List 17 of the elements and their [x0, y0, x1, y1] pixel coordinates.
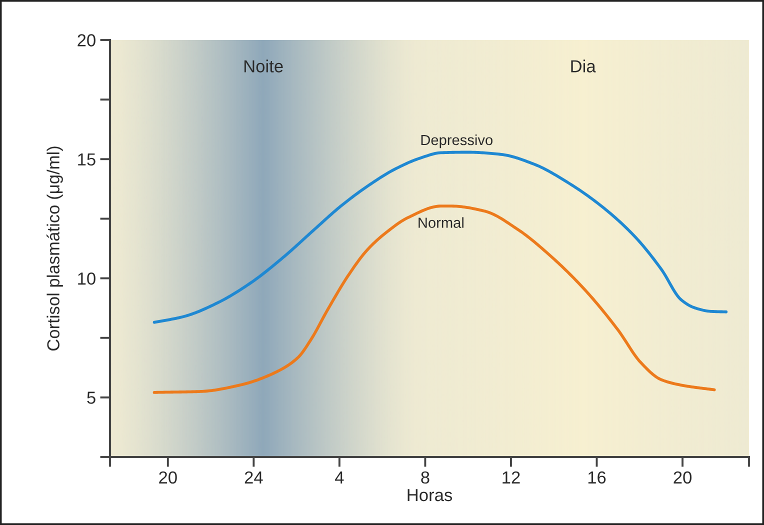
x-tick-label: 8 [421, 471, 430, 484]
band-label: Dia [571, 60, 596, 72]
y-tick-label: 20 [78, 34, 96, 46]
x-axis-title: Horas [408, 489, 452, 502]
series-label: Depressivo [421, 134, 492, 148]
x-tick-label: 20 [159, 471, 177, 484]
x-tick-label: 16 [588, 471, 606, 484]
x-tick-label: 20 [674, 471, 692, 484]
y-tick-label: 5 [87, 392, 96, 404]
y-tick-label: 15 [78, 153, 96, 166]
band-label: Noite [244, 60, 283, 72]
series-label: Normal [418, 217, 464, 228]
x-tick-label: 4 [335, 472, 344, 484]
x-tick-label: 24 [244, 471, 263, 484]
y-axis-title: Cortisol plasmático (μg/ml) [46, 146, 63, 351]
y-tick-label: 10 [78, 272, 96, 285]
x-tick-label: 12 [502, 471, 520, 484]
